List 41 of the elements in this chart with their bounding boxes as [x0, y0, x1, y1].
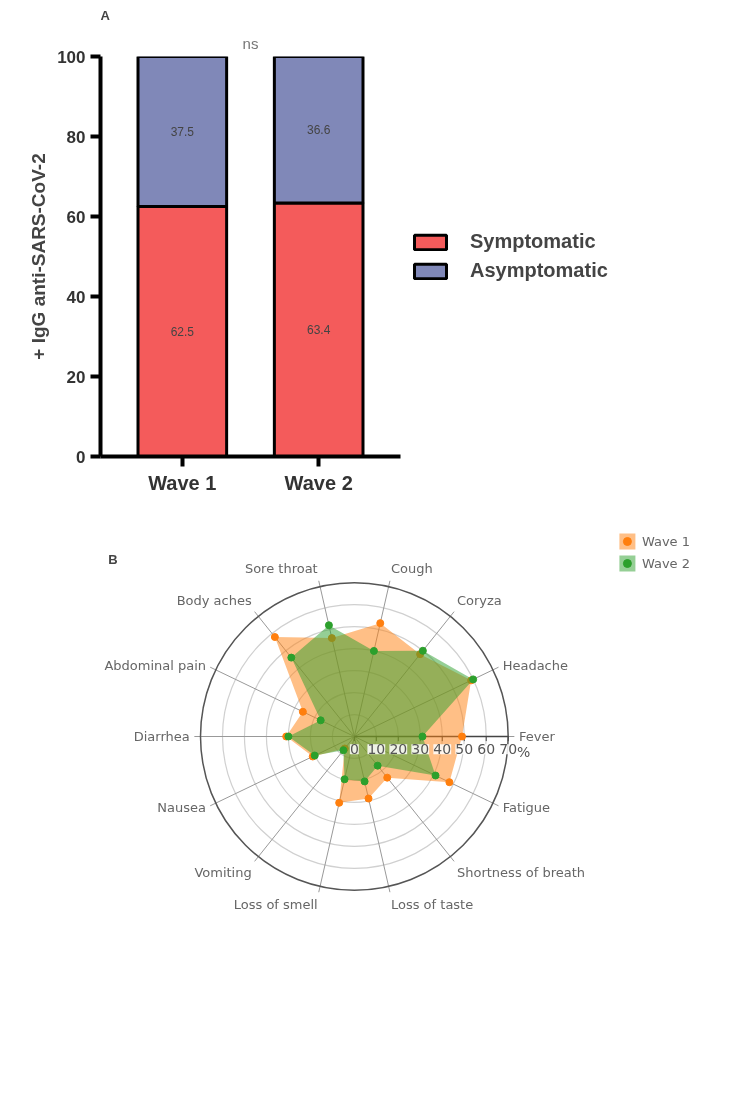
legend-label: Wave 2	[641, 555, 690, 571]
data-label: 62.5	[170, 325, 195, 339]
y-tick-label: 0	[349, 741, 359, 758]
y-tick-label: 100	[57, 47, 86, 67]
data-label: 36.6	[307, 123, 331, 138]
y-tick-label: 60	[477, 741, 496, 758]
spoke-label: Shortness of breath	[456, 864, 586, 880]
y-axis-title: + IgG anti-SARS-CoV-2	[28, 153, 50, 360]
chart-title: A	[100, 7, 111, 23]
spoke-label: Body aches	[176, 593, 252, 609]
y-tick-label: 10	[367, 741, 386, 758]
spoke-label: Nausea	[157, 800, 207, 816]
legend-label: Asymptomatic	[470, 259, 608, 282]
legend-label: Wave 1	[641, 533, 690, 549]
legend-label: Symptomatic	[470, 230, 596, 253]
spoke-label: Vomiting	[194, 864, 252, 880]
text: ns	[242, 34, 259, 52]
spoke-label: Fatigue	[502, 800, 551, 816]
spoke-label: Sore throat	[244, 561, 318, 577]
text: B	[108, 552, 118, 568]
spoke-label: Diarrhea	[133, 729, 190, 744]
y-tick-label: 30	[411, 741, 430, 758]
data-label: 37.5	[170, 125, 195, 139]
text: %	[516, 744, 531, 761]
y-tick-label: 70	[499, 741, 518, 758]
y-tick-label: 50	[455, 741, 474, 758]
y-tick-label: 60	[66, 207, 86, 227]
y-tick-label: 20	[389, 741, 408, 758]
spoke-label: Headache	[502, 657, 568, 673]
y-tick-label: 20	[66, 367, 86, 387]
y-tick-label: 0	[76, 447, 86, 467]
data-label: 63.4	[307, 323, 331, 338]
spoke-label: Fever	[518, 729, 556, 744]
spoke-label: Loss of taste	[390, 896, 474, 912]
y-tick-label: 40	[433, 741, 452, 758]
spoke-label: Abdominal pain	[104, 657, 207, 673]
spoke-label: Coryza	[456, 593, 502, 609]
spoke-label: Loss of smell	[233, 896, 318, 912]
y-tick-label: 40	[66, 287, 86, 307]
y-tick-label: 80	[66, 127, 86, 147]
spoke-label: Cough	[390, 561, 433, 577]
